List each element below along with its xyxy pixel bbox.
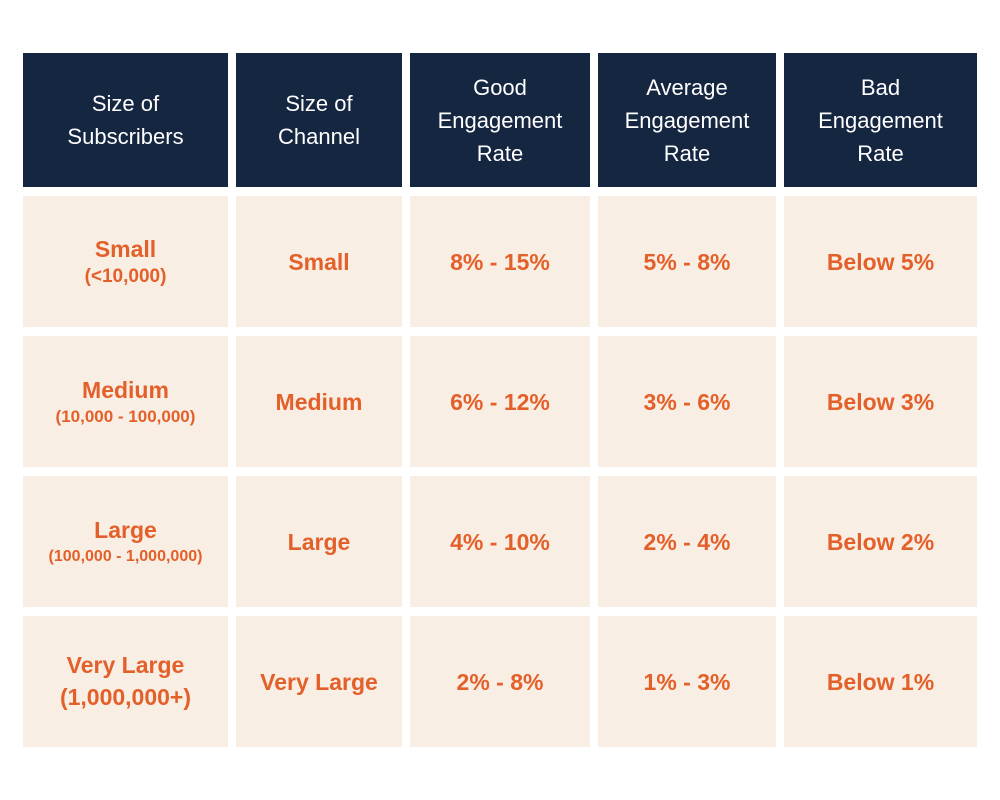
header-line: Channel <box>278 124 360 149</box>
cell-channel-very-large: Very Large <box>236 616 402 747</box>
bad-rate: Below 2% <box>826 528 935 555</box>
cell-average-small: 5% - 8% <box>598 196 776 327</box>
header-line: Subscribers <box>67 124 184 149</box>
cell-channel-small: Small <box>236 196 402 327</box>
cell-good-very-large: 2% - 8% <box>410 616 590 747</box>
subscribers-label: Very Large <box>66 651 185 678</box>
header-bad-engagement-rate: Bad Engagement Rate <box>784 53 977 187</box>
bad-rate: Below 3% <box>826 388 935 415</box>
cell-channel-large: Large <box>236 476 402 607</box>
header-line: Rate <box>663 140 711 166</box>
header-line: Engagement <box>624 107 750 133</box>
subscribers-range: (10,000 - 100,000) <box>55 406 196 426</box>
header-line: Size of <box>285 91 353 116</box>
header-size-of-subscribers: Size of Subscribers <box>23 53 228 187</box>
header-good-engagement-rate: Good Engagement Rate <box>410 53 590 187</box>
header-line: Engagement <box>818 107 943 133</box>
subscribers-label: Large <box>94 516 157 543</box>
good-rate: 4% - 10% <box>450 528 550 555</box>
channel-size: Small <box>288 248 350 275</box>
header-line: Rate <box>476 140 524 166</box>
good-rate: 2% - 8% <box>456 668 544 695</box>
cell-bad-large: Below 2% <box>784 476 977 607</box>
header-line: Average <box>646 74 728 100</box>
average-rate: 5% - 8% <box>643 248 731 275</box>
cell-bad-very-large: Below 1% <box>784 616 977 747</box>
cell-subscribers-very-large: Very Large (1,000,000+) <box>23 616 228 747</box>
header-line: Bad <box>860 74 901 100</box>
cell-bad-small: Below 5% <box>784 196 977 327</box>
cell-average-medium: 3% - 6% <box>598 336 776 467</box>
header-average-engagement-rate: Average Engagement Rate <box>598 53 776 187</box>
good-rate: 8% - 15% <box>450 248 550 275</box>
channel-size: Very Large <box>260 668 378 695</box>
subscribers-label: Small <box>94 235 157 262</box>
subscribers-label: Medium <box>82 376 169 403</box>
cell-subscribers-medium: Medium (10,000 - 100,000) <box>23 336 228 467</box>
cell-subscribers-large: Large (100,000 - 1,000,000) <box>23 476 228 607</box>
cell-subscribers-small: Small (<10,000) <box>23 196 228 327</box>
subscribers-range: (1,000,000+) <box>59 683 192 710</box>
cell-good-medium: 6% - 12% <box>410 336 590 467</box>
channel-size: Medium <box>275 388 363 415</box>
average-rate: 3% - 6% <box>643 388 731 415</box>
cell-average-large: 2% - 4% <box>598 476 776 607</box>
good-rate: 6% - 12% <box>450 388 550 415</box>
channel-size: Large <box>287 528 351 555</box>
bad-rate: Below 1% <box>826 668 935 695</box>
cell-good-small: 8% - 15% <box>410 196 590 327</box>
header-line: Engagement <box>437 107 563 133</box>
cell-average-very-large: 1% - 3% <box>598 616 776 747</box>
header-size-of-channel: Size of Channel <box>236 53 402 187</box>
cell-channel-medium: Medium <box>236 336 402 467</box>
header-line: Size of <box>91 91 160 116</box>
subscribers-range: (<10,000) <box>84 265 167 287</box>
subscribers-range: (100,000 - 1,000,000) <box>48 547 203 565</box>
cell-bad-medium: Below 3% <box>784 336 977 467</box>
header-line: Good <box>473 74 527 100</box>
bad-rate: Below 5% <box>826 248 935 275</box>
average-rate: 2% - 4% <box>643 528 731 555</box>
cell-good-large: 4% - 10% <box>410 476 590 607</box>
header-line: Rate <box>857 140 904 166</box>
average-rate: 1% - 3% <box>643 668 731 695</box>
